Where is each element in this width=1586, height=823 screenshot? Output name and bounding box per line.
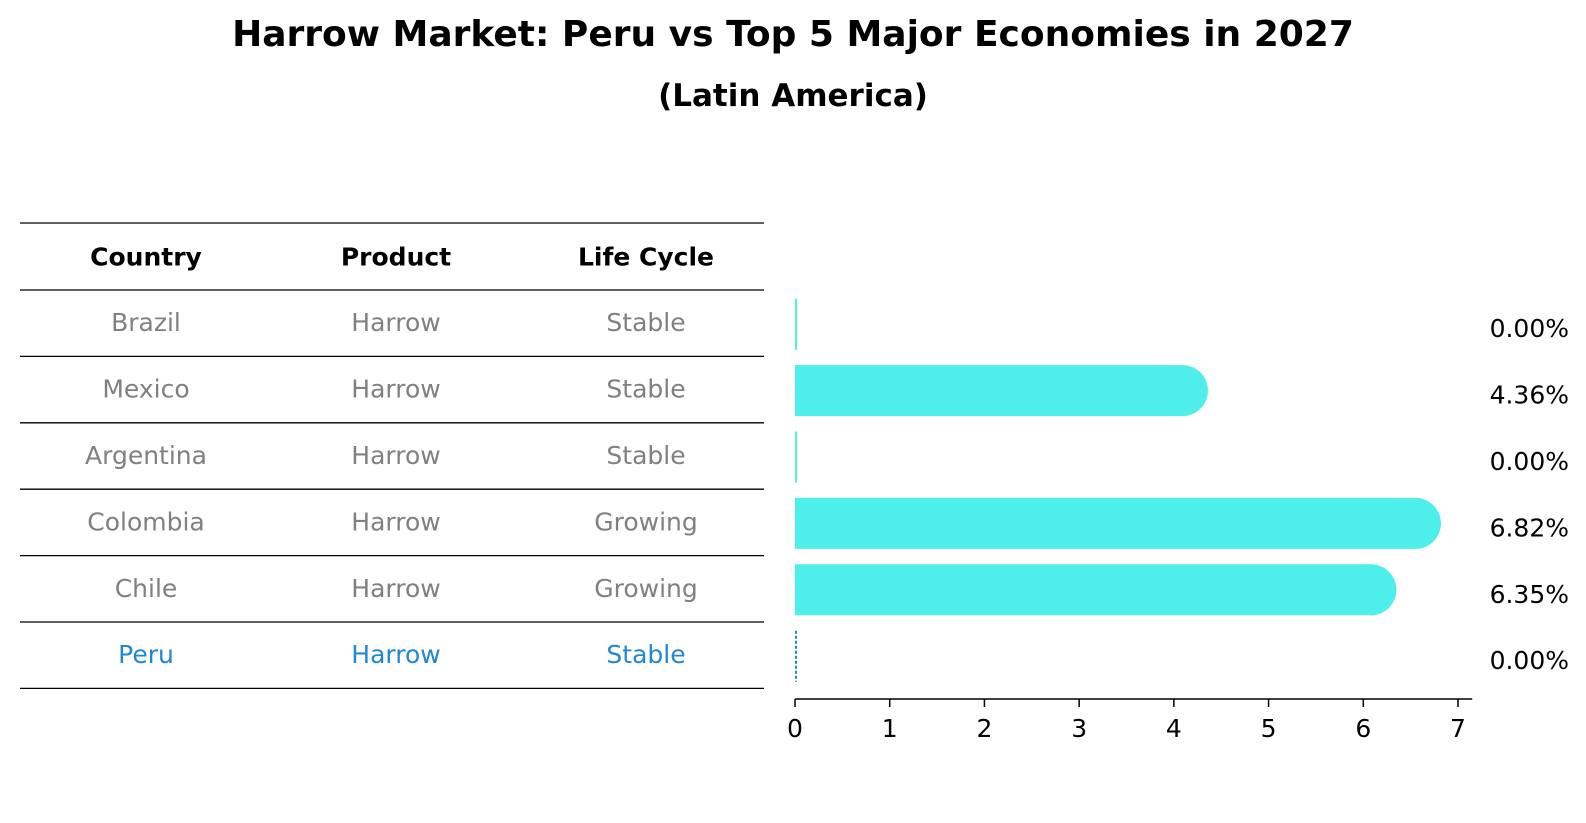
data-table: Country Product Life Cycle Brazil Harrow Stab… bbox=[20, 222, 764, 690]
chart-title: Harrow Market: Peru vs Top 5 Major Econo… bbox=[232, 14, 1354, 55]
header-life-cycle: Life Cycle bbox=[578, 243, 714, 272]
bar-mexico bbox=[795, 365, 1208, 417]
cell-life-cycle: Stable bbox=[606, 375, 685, 404]
value-label: 0.00% bbox=[1490, 314, 1569, 343]
value-label: 6.82% bbox=[1490, 513, 1569, 542]
x-axis: 0 1 2 3 4 5 6 7 bbox=[787, 698, 1473, 743]
cell-country: Mexico bbox=[102, 375, 189, 404]
cell-life-cycle: Growing bbox=[594, 574, 698, 603]
cell-product: Harrow bbox=[351, 574, 440, 603]
cell-country: Peru bbox=[118, 640, 174, 669]
cell-life-cycle: Stable bbox=[606, 308, 685, 337]
value-label: 0.00% bbox=[1490, 447, 1569, 476]
x-tick-label: 3 bbox=[1071, 714, 1087, 743]
header-country: Country bbox=[90, 243, 202, 272]
x-tick-label: 6 bbox=[1355, 714, 1371, 743]
header-product: Product bbox=[341, 243, 451, 272]
cell-product: Harrow bbox=[351, 308, 440, 337]
cell-life-cycle: Stable bbox=[606, 640, 685, 669]
bar-series: 0.00% 4.36% 0.00% 6.82% 6.35% 0.00% bbox=[795, 298, 1569, 682]
cell-product: Harrow bbox=[351, 375, 440, 404]
cell-country: Chile bbox=[115, 574, 178, 603]
cell-life-cycle: Growing bbox=[594, 507, 698, 536]
cell-product: Harrow bbox=[351, 441, 440, 470]
x-tick-label: 7 bbox=[1450, 714, 1466, 743]
bar-chile bbox=[795, 564, 1397, 616]
x-tick-label: 2 bbox=[976, 714, 992, 743]
x-tick-label: 5 bbox=[1261, 714, 1277, 743]
cell-product: Harrow bbox=[351, 640, 440, 669]
cell-product: Harrow bbox=[351, 507, 440, 536]
cell-life-cycle: Stable bbox=[606, 441, 685, 470]
x-tick-label: 4 bbox=[1166, 714, 1182, 743]
value-label: 0.00% bbox=[1490, 646, 1569, 675]
cell-country: Brazil bbox=[111, 308, 181, 337]
x-tick-label: 1 bbox=[882, 714, 898, 743]
chart-subtitle: (Latin America) bbox=[658, 78, 928, 114]
value-label: 6.35% bbox=[1490, 580, 1569, 609]
x-tick-label: 0 bbox=[787, 714, 803, 743]
value-label: 4.36% bbox=[1490, 381, 1569, 410]
cell-country: Argentina bbox=[85, 441, 207, 470]
cell-country: Colombia bbox=[87, 507, 204, 536]
bar-colombia bbox=[795, 497, 1441, 549]
